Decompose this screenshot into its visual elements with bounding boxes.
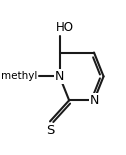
- Text: N: N: [55, 70, 64, 83]
- Text: N: N: [89, 94, 99, 107]
- Text: methyl: methyl: [1, 71, 38, 81]
- Text: HO: HO: [56, 21, 74, 34]
- Text: S: S: [46, 124, 54, 137]
